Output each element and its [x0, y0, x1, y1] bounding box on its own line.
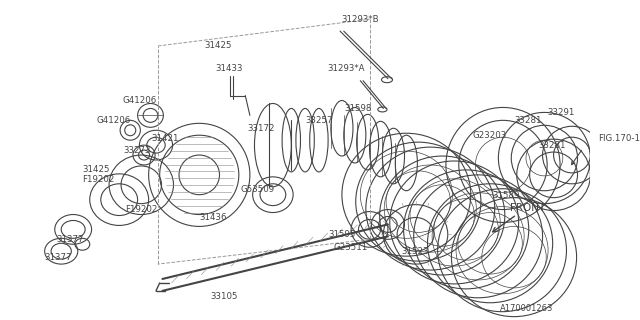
Text: 31377: 31377 [57, 235, 84, 244]
Text: 31595: 31595 [328, 230, 356, 239]
Text: FIG.170-1: FIG.170-1 [598, 134, 640, 143]
Text: G41206: G41206 [97, 116, 131, 125]
Text: 31523: 31523 [402, 247, 429, 256]
Text: 33291: 33291 [547, 108, 575, 117]
Text: 31598: 31598 [345, 104, 372, 113]
Text: G53509: G53509 [240, 185, 275, 194]
Text: 33105: 33105 [211, 292, 238, 301]
Text: 33172: 33172 [247, 124, 275, 133]
Text: 31293*A: 31293*A [328, 64, 365, 73]
Text: 31436: 31436 [199, 213, 227, 222]
Text: G23203: G23203 [472, 131, 506, 140]
Text: A170001263: A170001263 [500, 304, 554, 313]
Text: F19202: F19202 [83, 175, 115, 184]
Text: 33281: 33281 [538, 140, 566, 150]
Text: 31293*B: 31293*B [342, 15, 379, 24]
Text: FRONT: FRONT [510, 203, 545, 212]
Text: F19202: F19202 [125, 205, 157, 214]
Text: G23511: G23511 [334, 243, 368, 252]
Text: 31425: 31425 [204, 42, 232, 51]
Text: 31377: 31377 [45, 253, 72, 262]
Text: 33273: 33273 [124, 146, 151, 155]
Text: 31421: 31421 [152, 134, 179, 143]
Text: 33281: 33281 [514, 116, 541, 125]
Text: G41206: G41206 [122, 96, 157, 105]
Text: 31589: 31589 [492, 191, 520, 200]
Text: 33257: 33257 [305, 116, 333, 125]
Text: 31425: 31425 [83, 165, 110, 174]
Text: 31433: 31433 [216, 64, 243, 73]
